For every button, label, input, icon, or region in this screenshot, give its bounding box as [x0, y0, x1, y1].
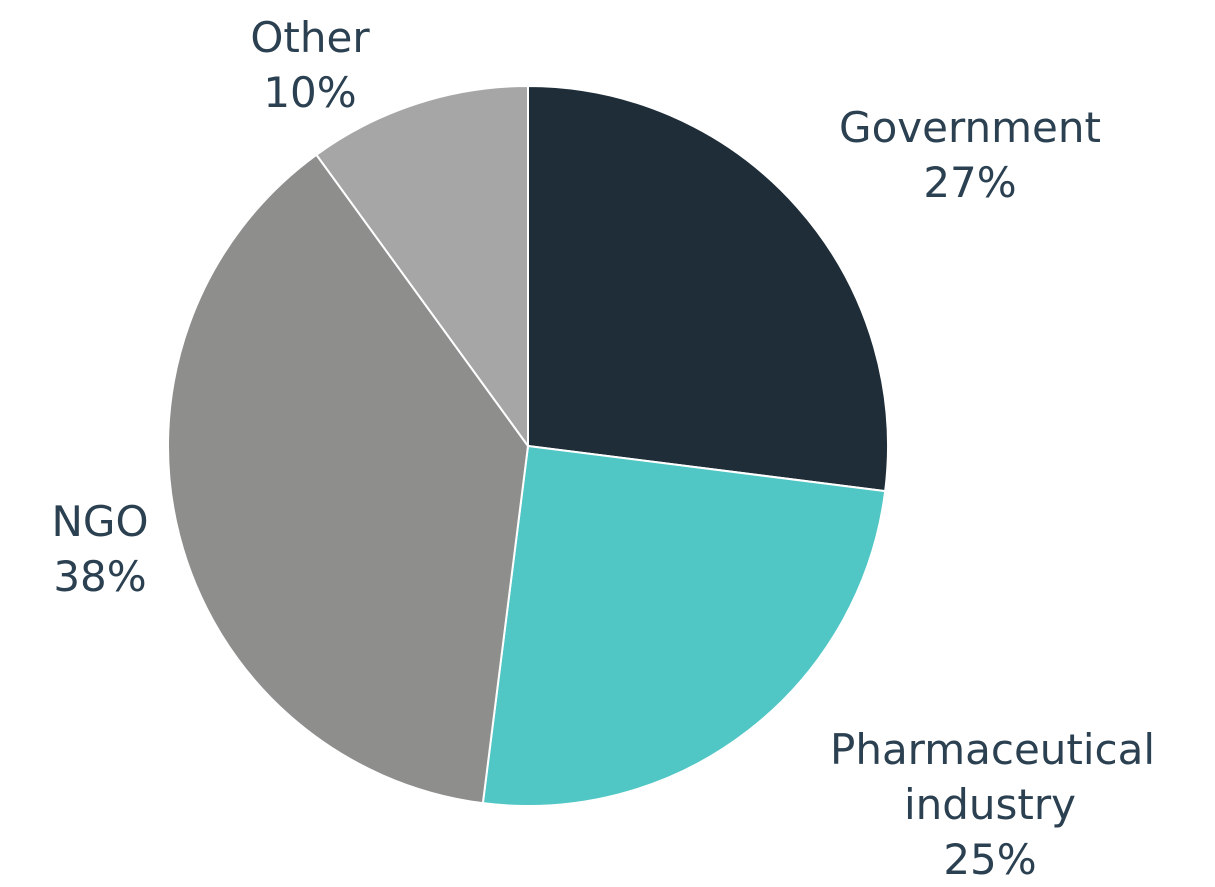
value-label: 27% [923, 158, 1017, 207]
slice-label: Pharmaceutical industry 25% [810, 722, 1170, 887]
slice-label: Government 27% [780, 100, 1160, 210]
slice-label: NGO 38% [0, 494, 200, 604]
category-label: Other [250, 13, 370, 62]
pie-slice [315, 84, 529, 450]
value-label: 10% [263, 68, 357, 117]
slice-label: Other 10% [210, 10, 410, 120]
category-label: Government [839, 103, 1101, 152]
category-label: Pharmaceutical industry [830, 725, 1156, 829]
value-label: 38% [53, 552, 147, 601]
pie-slice [481, 444, 887, 807]
category-label: NGO [51, 497, 149, 546]
pie-slice [167, 153, 530, 805]
value-label: 25% [943, 835, 1037, 884]
pie-slice [527, 84, 889, 493]
